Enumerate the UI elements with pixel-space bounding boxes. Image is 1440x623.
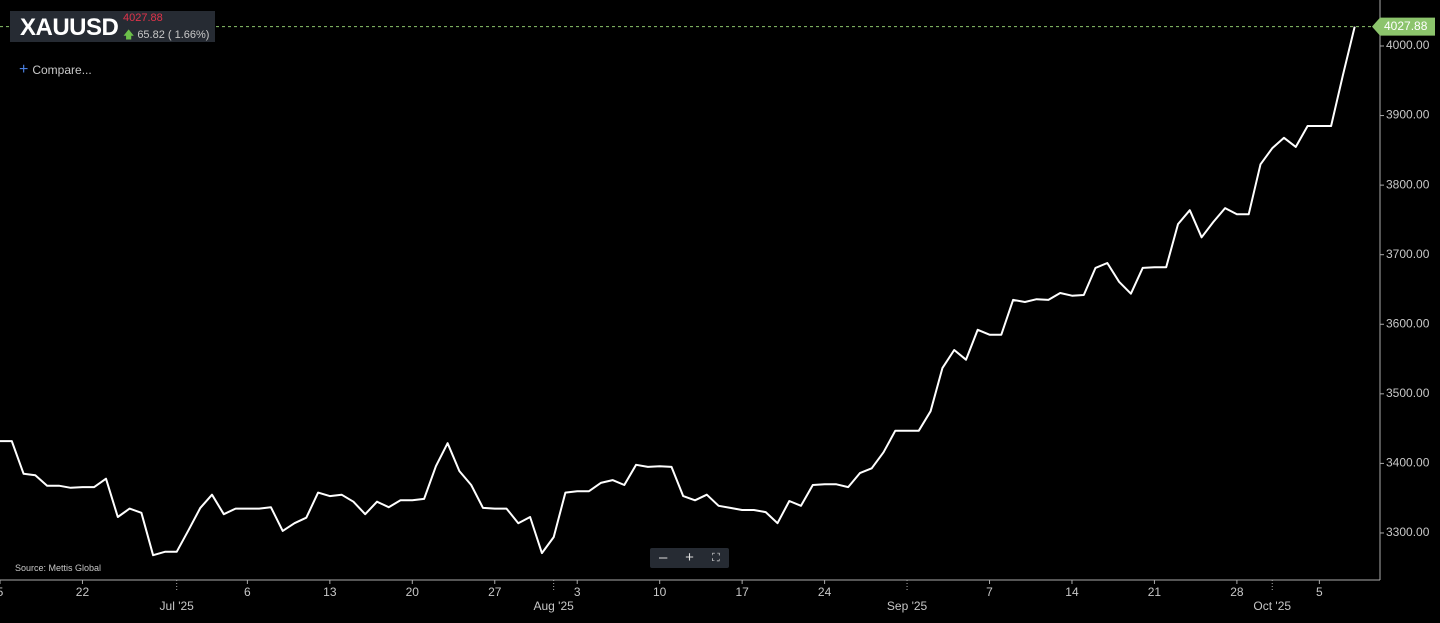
month-label: Oct '25 [1253,599,1291,613]
zoom-controls: – + ⛶ [650,548,729,568]
compare-button[interactable]: + Compare... [19,61,92,78]
x-tick-label: 3 [574,585,581,599]
x-tick-label: 13 [323,585,337,599]
y-tick-label: 3600.00 [1386,316,1430,330]
up-arrow: 🡅 [123,29,135,41]
month-label: Jul '25 [160,599,195,613]
fullscreen[interactable]: ⛶ [711,552,720,564]
zoom-out[interactable]: – [658,549,668,566]
x-tick-label: 22 [76,585,90,599]
y-tick-label: 3300.00 [1386,525,1430,539]
x-tick-label: 20 [406,585,420,599]
y-tick-label: 3900.00 [1386,108,1430,122]
price-change: 🡅 65.82 ( 1.66%) [123,26,209,45]
y-tick-label: 4000.00 [1386,38,1430,52]
x-tick-label: 17 [735,585,749,599]
x-tick-label: 27 [488,585,502,599]
y-tick-label: 3400.00 [1386,456,1430,470]
last-price-label: 4027.88 [1384,19,1428,33]
x-tick-label: 24 [818,585,832,599]
source: Source: Mettis Global [15,563,102,573]
last-price-tag [1372,17,1435,36]
x-tick-label: 5 [0,585,4,599]
zoom-in[interactable]: + [685,549,694,566]
month-label: Aug '25 [533,599,574,613]
change-text: 65.82 ( 1.66%) [137,29,210,41]
x-tick-label: 7 [986,585,993,599]
x-tick-label: 10 [653,585,667,599]
x-tick-label: 6 [244,585,251,599]
x-tick-label: 5 [1316,585,1323,599]
last-price: 4027.88 [123,12,163,24]
month-label: Sep '25 [887,599,928,613]
symbol-header: XAUUSD 4027.88 🡅 65.82 ( 1.66%) [10,11,215,42]
y-tick-label: 3700.00 [1386,247,1430,261]
y-tick-label: 3800.00 [1386,177,1430,191]
price-line [0,26,1356,557]
x-tick-label: 21 [1148,585,1162,599]
x-tick-label: 14 [1065,585,1079,599]
symbol: XAUUSD [20,14,119,41]
x-tick-label: 28 [1230,585,1244,599]
y-tick-label: 3500.00 [1386,386,1430,400]
compare-text: Compare... [32,63,92,77]
